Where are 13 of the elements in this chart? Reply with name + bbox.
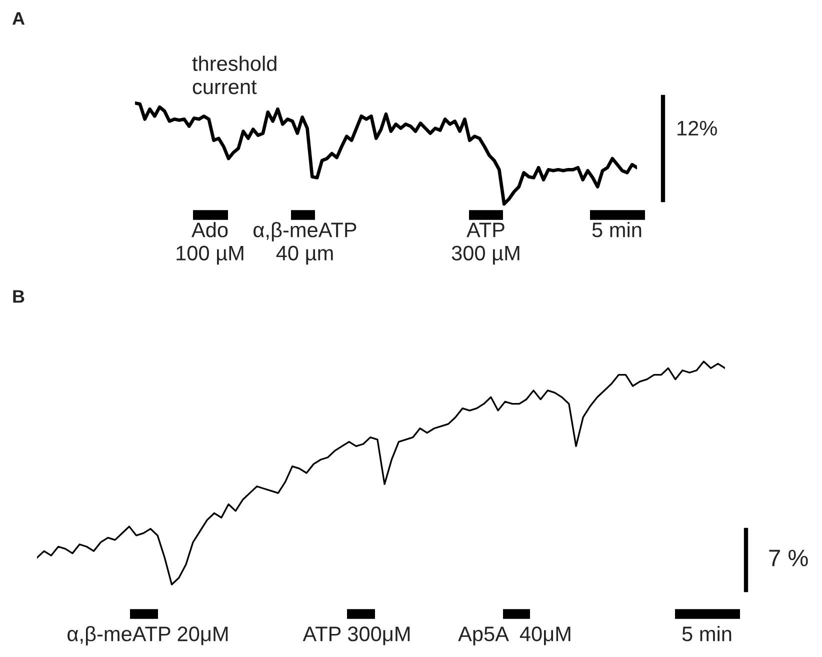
text: A — [12, 12, 25, 25]
text: ATP 300 µM — [452, 222, 520, 265]
text: Ap5A 40μM — [458, 626, 570, 646]
text: α,β-meATP 20μM — [68, 626, 228, 646]
text: 7 % — [769, 550, 808, 566]
text: 5 min — [682, 626, 732, 642]
text: B — [13, 290, 24, 303]
text: 12% — [678, 120, 717, 136]
text: 5 min — [592, 222, 642, 238]
text: ATP 300μM — [302, 626, 410, 646]
text: Ado 100 µM — [176, 222, 244, 265]
text: α,β-meATP 40 µm — [254, 222, 356, 265]
text: threshold current — [192, 56, 276, 94]
